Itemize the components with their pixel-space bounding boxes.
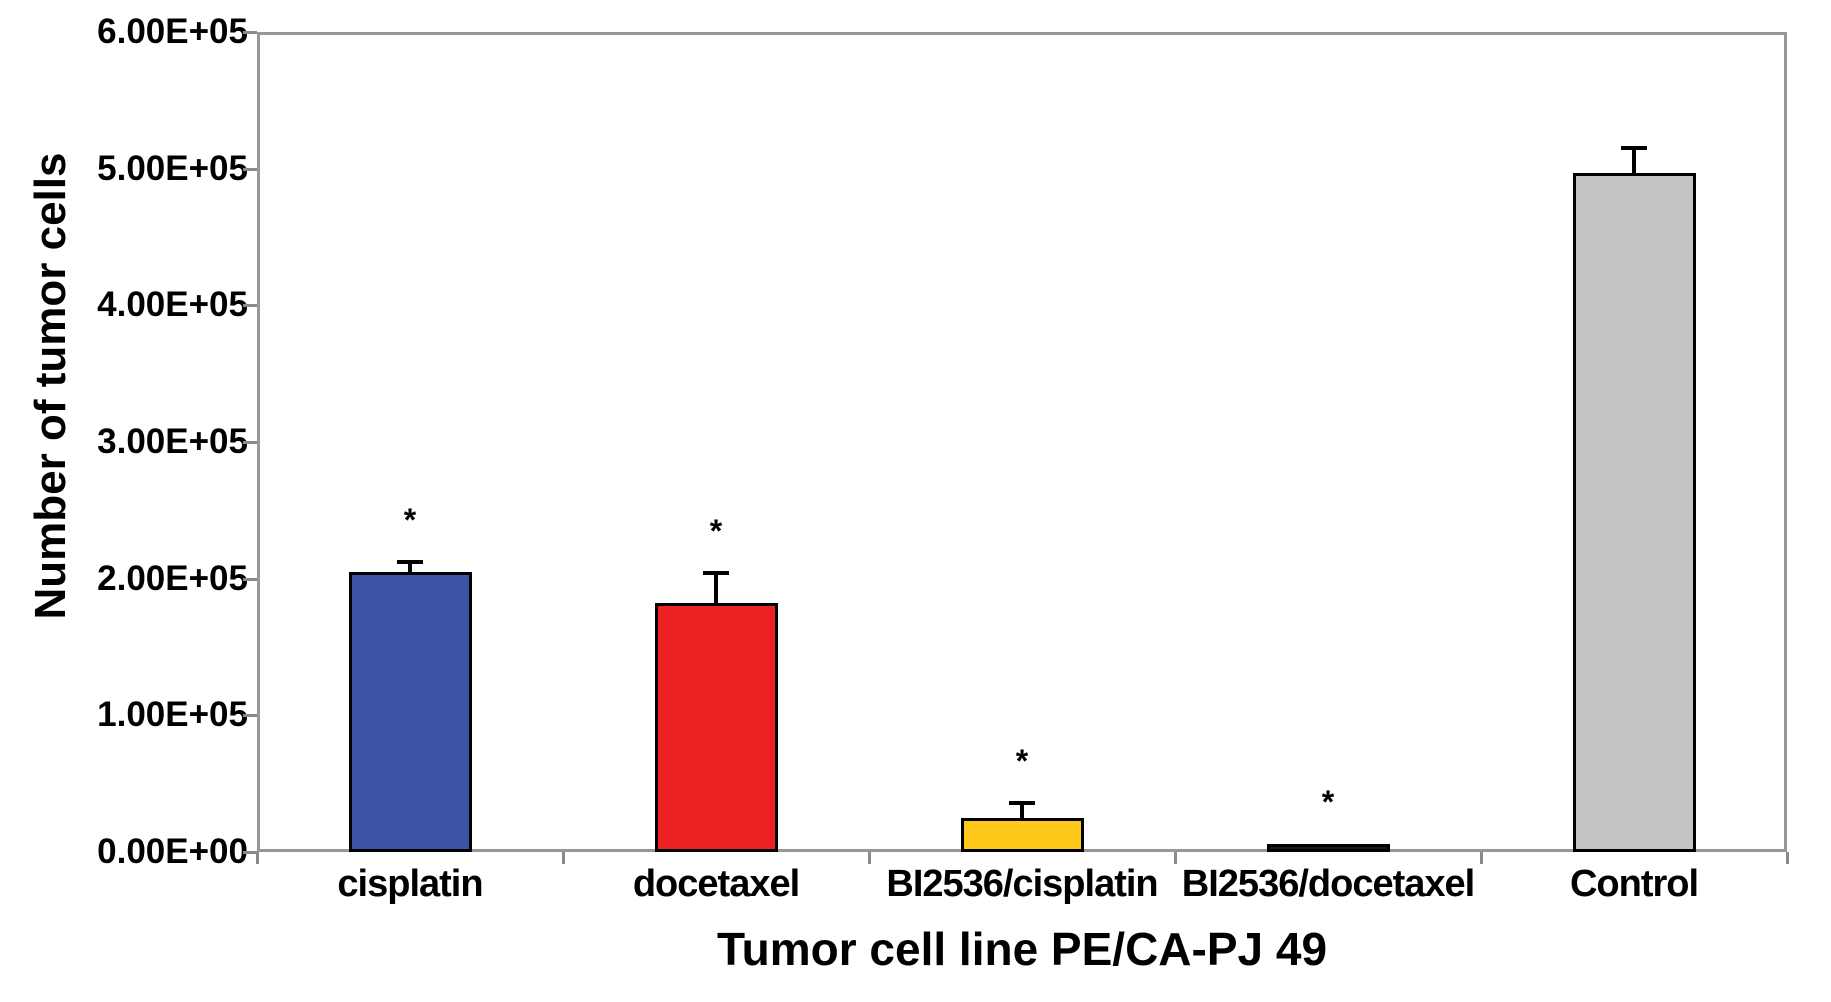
x-axis-title: Tumor cell line PE/CA-PJ 49 (716, 923, 1328, 975)
error-bar-cap (397, 560, 423, 565)
x-tick-mark (562, 852, 565, 864)
significance-asterisk: * (709, 513, 723, 550)
y-tick-mark (243, 851, 257, 854)
error-bar-stem (408, 562, 412, 572)
bar (960, 817, 1084, 852)
y-tick-mark (243, 31, 257, 34)
y-tick-mark (243, 304, 257, 308)
x-category-label: cisplatin (337, 863, 483, 905)
error-bar-stem (714, 573, 718, 604)
bar (348, 571, 472, 852)
x-category-label: Control (1569, 863, 1699, 905)
y-tick-label: 4.00E+05 (97, 285, 248, 325)
x-category-label: BI2536/docetaxel (1181, 863, 1475, 905)
y-tick-label: 6.00E+05 (97, 12, 248, 51)
bar (1266, 843, 1390, 852)
x-tick-mark (1480, 852, 1483, 864)
x-tick-mark (256, 852, 259, 864)
y-tick-label: 0.00E+00 (97, 832, 248, 871)
error-bar-stem (1020, 802, 1024, 818)
y-tick-mark (243, 577, 257, 581)
y-tick-label: 5.00E+05 (97, 148, 248, 188)
error-bar-cap (703, 571, 729, 576)
x-tick-mark (1786, 852, 1789, 864)
error-bar-cap (1621, 146, 1647, 151)
significance-asterisk: * (1321, 783, 1335, 820)
error-bar-cap (1009, 800, 1035, 805)
y-tick-mark (243, 441, 257, 444)
x-category-label: docetaxel (632, 863, 800, 905)
y-tick-label: 3.00E+05 (97, 422, 248, 461)
plot-area (257, 32, 1787, 852)
x-tick-mark (1174, 852, 1177, 864)
error-bar-stem (1632, 148, 1636, 173)
bar (654, 603, 778, 852)
x-category-label: BI2536/cisplatin (886, 863, 1158, 905)
y-tick-label: 1.00E+05 (97, 695, 248, 735)
x-tick-mark (868, 852, 871, 864)
y-tick-mark (243, 167, 257, 171)
significance-asterisk: * (1015, 742, 1029, 779)
bar (1572, 172, 1696, 852)
y-tick-mark (243, 714, 257, 718)
y-tick-label: 2.00E+05 (97, 558, 248, 598)
significance-asterisk: * (403, 502, 417, 539)
